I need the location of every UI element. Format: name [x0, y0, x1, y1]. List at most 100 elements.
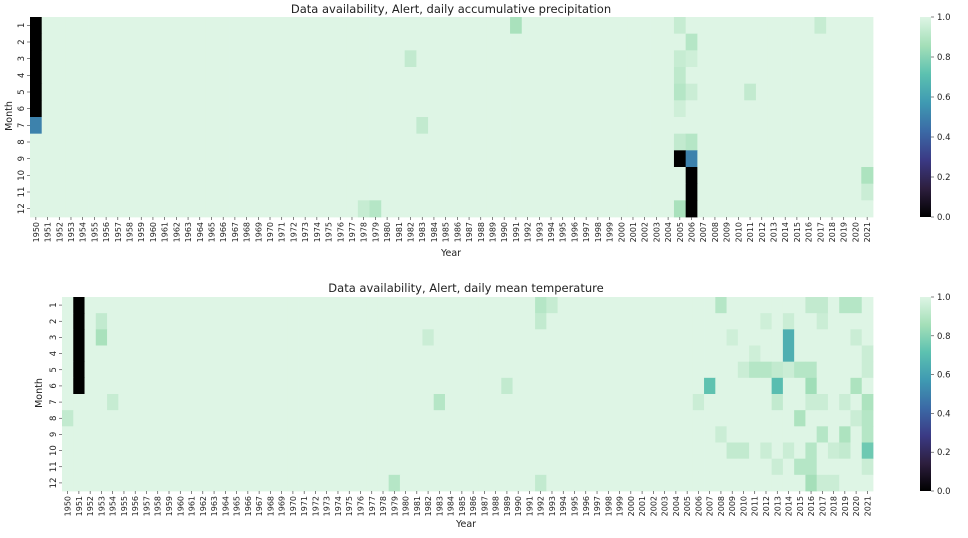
- heatmap-cell-1952-10: [84, 442, 97, 460]
- heatmap-cell-1960-4: [174, 345, 187, 363]
- heatmap-cell-1972-5: [287, 83, 300, 101]
- heatmap-cell-1951-11: [41, 183, 54, 201]
- heatmap-cell-1997-4: [591, 345, 604, 363]
- heatmap-cell-1998-8: [602, 410, 615, 427]
- heatmap-cell-1969-3: [252, 50, 265, 68]
- heatmap-cell-1975-9: [343, 426, 356, 443]
- heatmap-cell-1961-7: [185, 394, 198, 411]
- x-tick-label: 1987: [480, 496, 489, 516]
- heatmap-cell-2017-9: [814, 150, 827, 168]
- heatmap-cell-1994-3: [557, 329, 570, 346]
- heatmap-cell-1985-4: [439, 67, 452, 85]
- heatmap-cell-2003-1: [658, 297, 671, 314]
- heatmap-cell-1955-3: [118, 329, 130, 346]
- heatmap-cell-1989-10: [486, 167, 499, 185]
- heatmap-cell-2011-2: [749, 313, 761, 330]
- heatmap-cell-1995-2: [556, 33, 569, 51]
- heatmap-cell-1999-7: [613, 394, 626, 411]
- heatmap-cell-1957-3: [140, 329, 153, 346]
- heatmap-cell-1970-2: [264, 33, 277, 51]
- heatmap-cell-1956-11: [129, 458, 142, 476]
- heatmap-cell-1991-3: [523, 329, 536, 346]
- heatmap-cell-2010-11: [732, 183, 745, 201]
- heatmap-cell-1994-4: [557, 345, 570, 363]
- heatmap-cell-1969-2: [252, 33, 265, 51]
- heatmap-cell-1968-3: [264, 329, 277, 346]
- heatmap-cell-1989-1: [486, 17, 499, 35]
- heatmap-cell-1979-5: [369, 83, 382, 101]
- heatmap-cell-1992-1: [521, 17, 534, 35]
- heatmap-cell-2013-8: [771, 410, 784, 427]
- heatmap-cell-1954-6: [76, 100, 89, 118]
- heatmap-cell-1978-9: [357, 150, 370, 168]
- heatmap-cell-1996-11: [580, 458, 592, 476]
- heatmap-cell-2008-9: [709, 150, 722, 168]
- heatmap-cell-1975-10: [343, 442, 356, 460]
- heatmap-cell-2006-12: [692, 474, 705, 492]
- heatmap-cell-1968-6: [240, 100, 253, 118]
- heatmap-cell-1969-7: [252, 117, 265, 135]
- heatmap-cell-1966-10: [242, 442, 254, 460]
- heatmap-cell-2010-7: [737, 394, 750, 411]
- heatmap-cell-1984-12: [444, 474, 457, 492]
- heatmap-cell-2001-1: [636, 297, 649, 314]
- heatmap-cell-1952-6: [53, 100, 66, 118]
- heatmap-cell-2006-12: [685, 200, 698, 218]
- heatmap-cell-1966-8: [242, 410, 254, 427]
- heatmap-cell-1990-1: [512, 297, 525, 314]
- heatmap-cell-1986-3: [467, 329, 480, 346]
- heatmap-cell-2008-5: [715, 361, 727, 379]
- heatmap-cell-1971-7: [275, 117, 288, 135]
- heatmap-cell-1952-8: [53, 133, 66, 151]
- heatmap-cell-1961-5: [185, 361, 198, 379]
- heatmap-cell-1995-1: [556, 17, 569, 35]
- heatmap-cell-2004-1: [670, 297, 682, 314]
- heatmap-cell-1989-8: [501, 410, 513, 427]
- heatmap-cell-2003-10: [650, 167, 663, 185]
- x-tick-label: 1995: [571, 496, 580, 516]
- heatmap-cell-2020-8: [849, 133, 862, 151]
- heatmap-cell-1994-7: [557, 394, 570, 411]
- heatmap-cell-1954-11: [107, 458, 119, 476]
- heatmap-cell-1976-12: [334, 200, 347, 218]
- heatmap-cell-1982-1: [404, 17, 417, 35]
- heatmap-cell-1950-12: [62, 474, 74, 492]
- heatmap-cell-1981-7: [392, 117, 406, 135]
- heatmap-cell-1999-11: [613, 458, 626, 476]
- heatmap-cell-2021-1: [861, 297, 874, 314]
- heatmap-cell-2007-11: [697, 183, 710, 201]
- heatmap-cell-1994-11: [545, 183, 558, 201]
- heatmap-cell-1957-10: [140, 442, 153, 460]
- heatmap-cell-1967-6: [229, 100, 242, 118]
- heatmap-cell-1981-11: [411, 458, 423, 476]
- heatmap-cell-2019-4: [837, 67, 850, 85]
- heatmap-cell-1964-8: [219, 410, 232, 427]
- heatmap-cell-2002-2: [647, 313, 660, 330]
- heatmap-cell-1991-12: [523, 474, 536, 492]
- heatmap-cell-1964-3: [193, 50, 207, 68]
- heatmap-cell-1950-8: [62, 410, 74, 427]
- heatmap-cell-1977-4: [366, 345, 378, 363]
- heatmap-cell-1971-9: [298, 426, 311, 443]
- heatmap-cell-2010-6: [737, 377, 750, 395]
- heatmap-cell-2013-6: [767, 100, 780, 118]
- heatmap-cell-1968-4: [240, 67, 253, 85]
- heatmap-cell-1982-6: [422, 377, 435, 395]
- heatmap-cell-1971-2: [298, 313, 311, 330]
- heatmap-cell-2013-10: [771, 442, 784, 460]
- heatmap-cell-1970-4: [287, 345, 299, 363]
- heatmap-cell-1953-11: [65, 183, 78, 201]
- heatmap-cell-2007-8: [704, 410, 716, 427]
- heatmap-cell-1971-3: [298, 329, 311, 346]
- heatmap-cell-1966-8: [217, 133, 230, 151]
- heatmap-cell-1961-3: [185, 329, 198, 346]
- heatmap-cell-1984-7: [428, 117, 441, 135]
- heatmap-cell-2005-11: [673, 183, 687, 201]
- heatmap-cell-1961-6: [158, 100, 171, 118]
- heatmap-cell-1950-3: [30, 50, 43, 68]
- heatmap-cell-2017-8: [816, 410, 829, 427]
- heatmap-cell-1960-4: [147, 67, 160, 85]
- heatmap-cell-1995-8: [556, 133, 569, 151]
- heatmap-cell-1988-6: [490, 377, 502, 395]
- heatmap-cell-2012-6: [755, 100, 769, 118]
